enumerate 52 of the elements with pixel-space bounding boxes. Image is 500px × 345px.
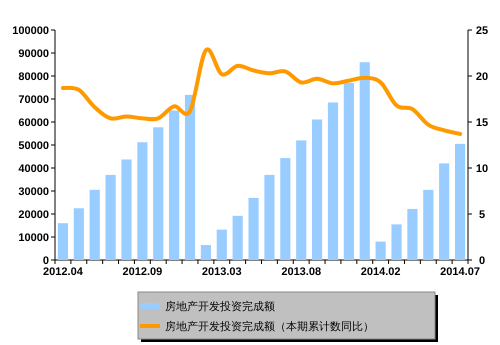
bar [153, 127, 164, 260]
x-tick-label: 2012.04 [43, 266, 84, 278]
bar [216, 230, 227, 260]
y2-tick-label: 25 [476, 25, 488, 37]
bar [407, 208, 418, 260]
y-tick-label: 10000 [18, 232, 49, 244]
y-tick-label: 40000 [18, 163, 49, 175]
y-tick-label: 70000 [18, 94, 49, 106]
bar [121, 159, 132, 260]
legend-label: 房地产开发投资完成额 [165, 300, 275, 313]
line-series [60, 48, 462, 136]
bar [280, 158, 290, 260]
y-tick-label: 100000 [12, 25, 49, 37]
bar [391, 224, 402, 260]
bar [312, 119, 322, 260]
y2-tick-label: 15 [476, 117, 488, 129]
bar [232, 216, 243, 260]
bar [248, 198, 259, 260]
bar [169, 110, 180, 260]
bar [296, 140, 306, 260]
y2-tick-label: 10 [476, 163, 488, 175]
bar [106, 174, 116, 260]
y-tick-label: 0 [42, 255, 49, 267]
x-tick-label: 2014.07 [440, 266, 480, 278]
y-tick-label: 30000 [18, 186, 49, 198]
bar [200, 245, 211, 260]
bar [264, 174, 275, 260]
y-tick-label: 80000 [18, 71, 49, 83]
bar [328, 102, 338, 260]
x-tick-label: 2013.08 [281, 266, 322, 278]
y2-tick-label: 5 [478, 209, 486, 221]
bar [58, 223, 68, 260]
x-tick-label: 2012.09 [122, 266, 162, 278]
bar [344, 82, 354, 260]
bar [423, 190, 434, 260]
bar [137, 142, 148, 260]
y2-tick-label: 0 [478, 255, 486, 267]
y2-tick-label: 20 [476, 71, 488, 83]
legend-label: 房地产开发投资完成额（本期累计数同比） [165, 320, 374, 333]
bar [376, 242, 386, 260]
bar [454, 144, 466, 260]
y-tick-label: 50000 [18, 140, 49, 152]
bar [184, 94, 196, 260]
x-tick-label: 2013.03 [202, 266, 242, 278]
bar [90, 190, 100, 260]
x-tick-label: 2014.02 [360, 266, 401, 278]
y-tick-label: 60000 [18, 117, 49, 129]
bar [439, 163, 450, 260]
bar [74, 208, 84, 260]
y-tick-label: 20000 [18, 209, 49, 221]
bar [360, 62, 370, 260]
y-tick-label: 90000 [18, 48, 49, 60]
